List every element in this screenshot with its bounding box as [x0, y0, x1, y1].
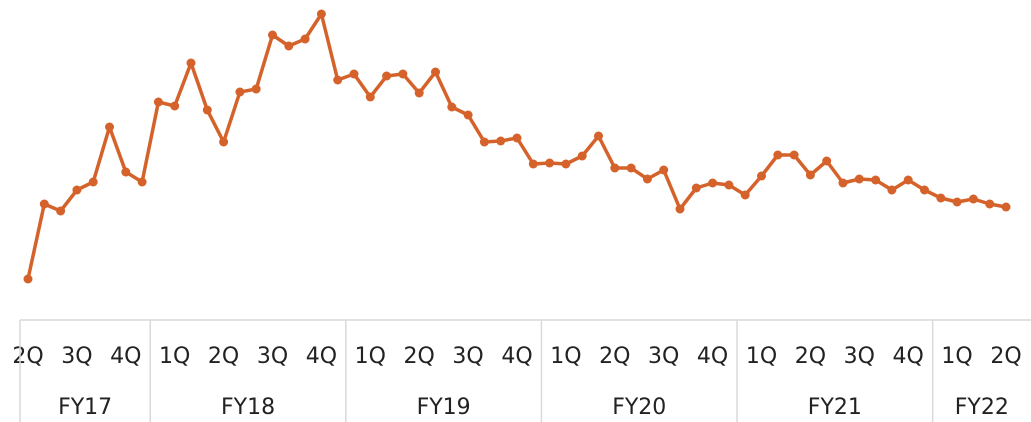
x-tick-label: 2Q [795, 344, 826, 369]
group-label: FY18 [221, 395, 275, 420]
x-tick-label: 1Q [550, 344, 581, 369]
point [137, 177, 147, 187]
point [838, 178, 848, 188]
point [398, 69, 408, 79]
point [773, 150, 783, 160]
point [708, 178, 718, 188]
point [300, 34, 310, 44]
point [479, 137, 489, 147]
point [968, 194, 978, 204]
point [251, 84, 261, 94]
group-label: FY20 [612, 395, 666, 420]
point [235, 87, 245, 97]
point [39, 199, 49, 209]
x-tick-label: 3Q [61, 344, 92, 369]
x-tick-label: 2Q [990, 344, 1021, 369]
x-tick-label: 1Q [941, 344, 972, 369]
point [528, 159, 538, 169]
group-label: FY21 [808, 395, 862, 420]
group-label: FY19 [417, 395, 471, 420]
point [56, 206, 66, 216]
point [545, 158, 555, 168]
point [642, 174, 652, 184]
point [496, 136, 506, 146]
point [757, 171, 766, 181]
x-tick-label: 2Q [12, 344, 43, 369]
x-tick-label: 4Q [501, 344, 532, 369]
point [219, 137, 229, 147]
point [985, 199, 995, 209]
point [382, 71, 392, 81]
point [626, 163, 636, 173]
x-tick-label: 1Q [159, 344, 190, 369]
point [23, 274, 33, 284]
x-tick-label: 3Q [648, 344, 679, 369]
x-tick-label: 2Q [208, 344, 239, 369]
point [789, 150, 799, 160]
point [1001, 202, 1011, 212]
x-tick-label: 2Q [599, 344, 630, 369]
point [822, 156, 832, 166]
point [202, 105, 212, 115]
point [284, 41, 294, 51]
point [88, 177, 98, 187]
point [594, 131, 603, 141]
point [349, 69, 359, 79]
group-label: FY17 [58, 395, 112, 420]
x-tick-label: 2Q [404, 344, 435, 369]
point [691, 183, 701, 193]
x-tick-label: 1Q [746, 344, 777, 369]
point [414, 88, 424, 98]
point [920, 185, 929, 195]
point [724, 180, 734, 190]
line [26, 12, 1007, 280]
point [186, 58, 196, 68]
x-tick-label: 3Q [844, 344, 875, 369]
point [268, 30, 277, 40]
point [871, 175, 881, 185]
point [675, 204, 685, 214]
x-tick-label: 4Q [306, 344, 337, 369]
x-tick-label: 1Q [355, 344, 386, 369]
point [903, 175, 913, 185]
point [170, 101, 180, 111]
point [659, 165, 669, 175]
point [805, 170, 815, 180]
point [333, 75, 343, 85]
point [365, 92, 375, 102]
point [431, 67, 440, 77]
point [952, 197, 962, 207]
point [854, 174, 864, 184]
point [121, 167, 131, 177]
point [740, 190, 750, 200]
point [447, 102, 457, 112]
point [577, 151, 587, 161]
x-tick-label: 3Q [257, 344, 288, 369]
group-label: FY22 [955, 395, 1009, 420]
point [561, 159, 571, 169]
x-tick-label: 4Q [697, 344, 728, 369]
x-tick-label: 4Q [893, 344, 924, 369]
x-tick-label: 4Q [110, 344, 141, 369]
point [463, 110, 473, 120]
point [936, 193, 946, 203]
point [887, 185, 897, 195]
point [512, 133, 522, 143]
point [72, 185, 82, 195]
point [153, 97, 163, 107]
x-tick-label: 3Q [452, 344, 483, 369]
point [610, 163, 620, 173]
point [316, 9, 326, 19]
point [105, 122, 114, 132]
